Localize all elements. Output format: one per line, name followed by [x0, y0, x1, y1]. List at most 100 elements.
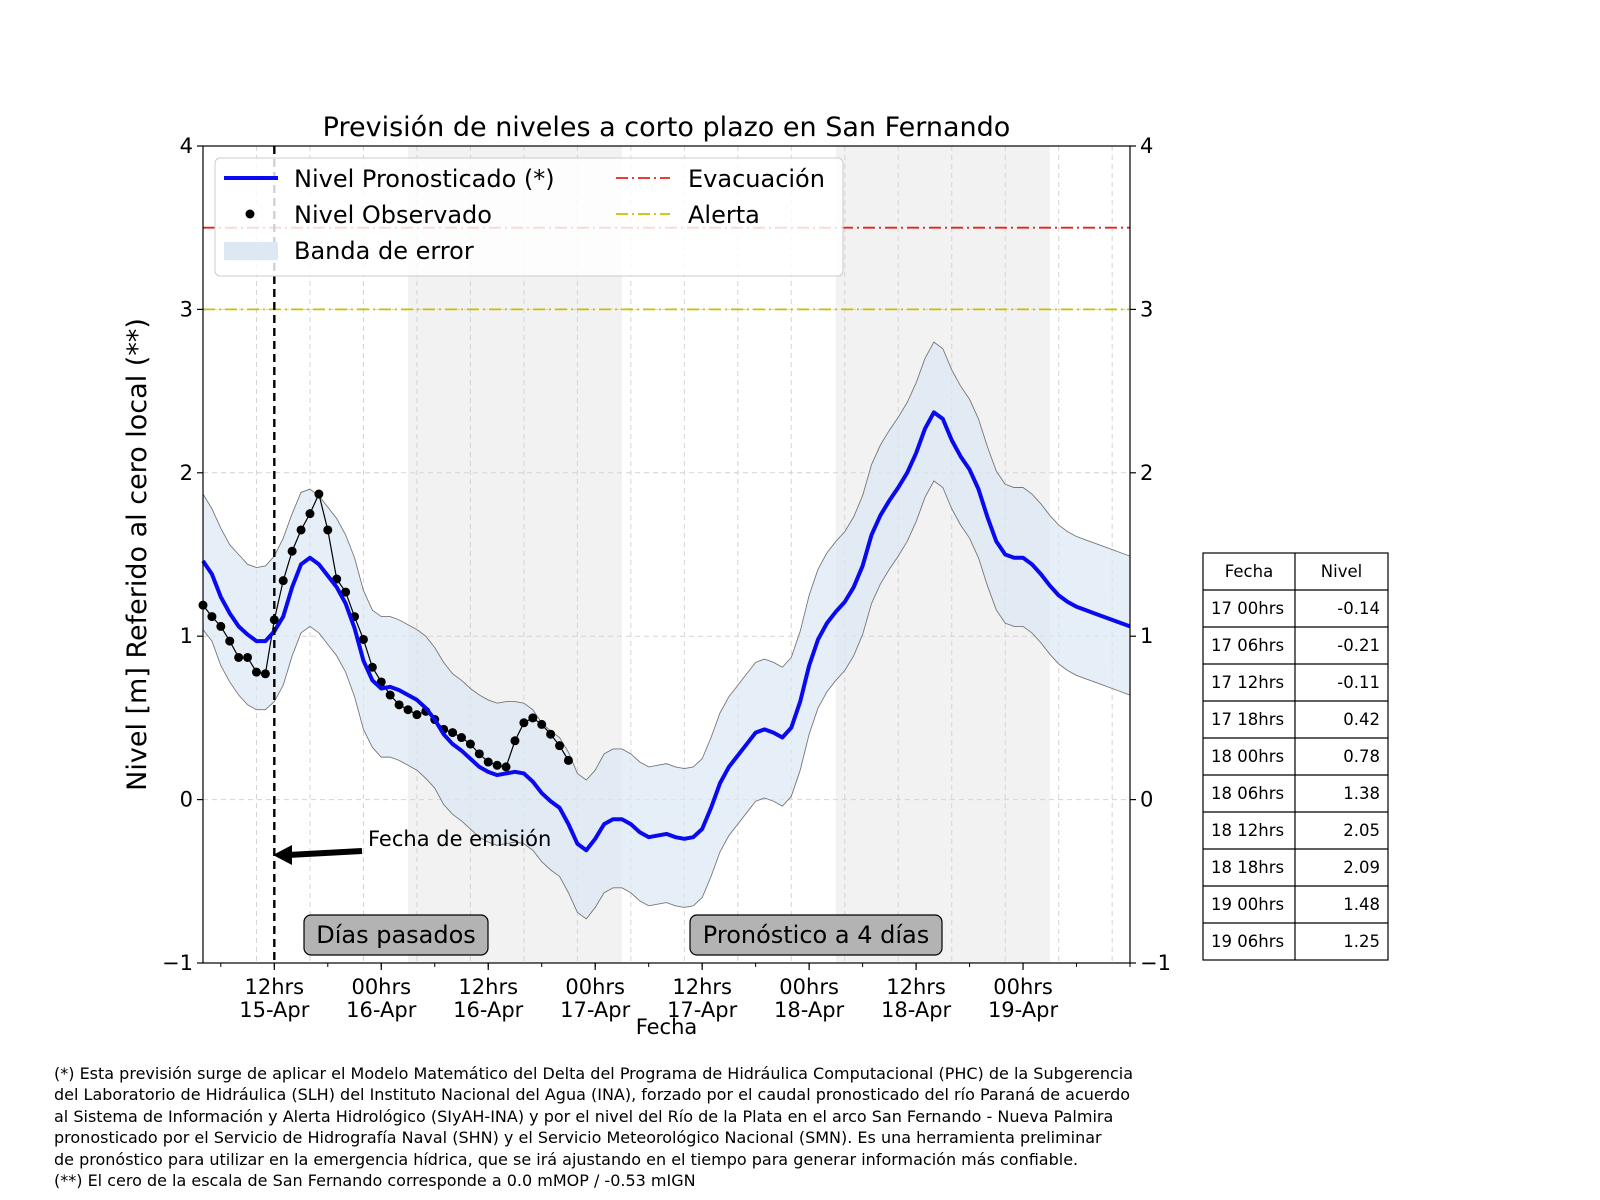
- forecast-days-label: Pronóstico a 4 días: [703, 921, 929, 949]
- chart-title: Previsión de niveles a corto plazo en Sa…: [323, 112, 1011, 143]
- observed-point: [555, 741, 565, 751]
- x-tick-label-date: 16-Apr: [346, 998, 417, 1022]
- y-tick-label: 2: [180, 461, 193, 485]
- error-band-upper: [202, 341, 1131, 781]
- y-tick-label-right: 3: [1140, 297, 1153, 321]
- table-cell-fecha: 18 06hrs: [1211, 784, 1284, 803]
- observed-point: [546, 729, 556, 739]
- observed-point: [251, 667, 261, 677]
- legend-band-label: Banda de error: [294, 237, 474, 265]
- annotations: Fecha de emisión Días pasados Pronóstico a…: [273, 827, 943, 956]
- observed-point: [465, 739, 475, 749]
- legend-box: [214, 157, 844, 277]
- footnote: (*) Esta previsión surge de aplicar el M…: [54, 1063, 1214, 1191]
- table-cell-nivel: 0.78: [1343, 747, 1380, 766]
- table-cell-nivel: 1.38: [1343, 784, 1380, 803]
- observed-point: [501, 762, 511, 772]
- table-cell-nivel: 2.05: [1343, 821, 1380, 840]
- y-tick-label: 0: [180, 788, 193, 812]
- table-cell-nivel: 0.42: [1343, 710, 1380, 729]
- y-tick-label-right: 1: [1140, 624, 1153, 648]
- observed-point: [537, 719, 547, 729]
- observed-point: [207, 612, 217, 622]
- table-cell-nivel: -0.11: [1337, 673, 1380, 692]
- x-tick-label-date: 15-Apr: [239, 998, 310, 1022]
- observed-point: [492, 760, 502, 770]
- x-tick-label-hour: 12hrs: [672, 975, 732, 999]
- footnote-line: del Laboratorio de Hidráulica (SLH) del …: [54, 1085, 1131, 1105]
- footnote-line: al Sistema de Información y Alerta Hidro…: [54, 1106, 1114, 1126]
- table-cell-fecha: 19 00hrs: [1211, 895, 1284, 914]
- footnote-line: pronosticado por el Servicio de Hidrogra…: [54, 1128, 1102, 1148]
- observed-point: [323, 525, 333, 535]
- x-axis-label: Fecha: [636, 1015, 698, 1039]
- table-cell-fecha: 18 18hrs: [1211, 858, 1284, 877]
- y-tick-label: 3: [180, 297, 193, 321]
- observed-point: [474, 749, 484, 759]
- x-tick-label-hour: 12hrs: [886, 975, 946, 999]
- observed-point: [563, 755, 573, 765]
- table-cell-nivel: -0.21: [1337, 636, 1380, 655]
- observed-point: [510, 736, 520, 746]
- observed-point: [287, 546, 297, 556]
- table-cell-fecha: 18 00hrs: [1211, 747, 1284, 766]
- footnote-line: de pronóstico para utilizar en la emerge…: [54, 1149, 1079, 1169]
- x-tick-label-date: 16-Apr: [453, 998, 524, 1022]
- emission-arrow-shaft: [287, 848, 363, 858]
- plot-frame: [202, 145, 1131, 964]
- table-cell-nivel: 1.48: [1343, 895, 1380, 914]
- x-tick-label-hour: 00hrs: [565, 975, 625, 999]
- observed-point: [278, 576, 288, 586]
- table-cell-fecha: 17 18hrs: [1211, 710, 1284, 729]
- table-cell-nivel: 1.25: [1343, 932, 1380, 951]
- observed-point: [260, 669, 270, 679]
- table-header-nivel: Nivel: [1321, 562, 1362, 581]
- table-cell-nivel: -0.14: [1337, 599, 1380, 618]
- x-tick-label-date: 17-Apr: [560, 998, 631, 1022]
- observed-point: [412, 710, 422, 720]
- observed-point: [216, 621, 226, 631]
- x-tick-label-date: 19-Apr: [988, 998, 1059, 1022]
- emission-label: Fecha de emisión: [368, 827, 551, 851]
- error-band-lower: [202, 480, 1131, 920]
- observed-point: [456, 733, 466, 743]
- legend-band-swatch: [224, 242, 278, 260]
- legend: Nivel Pronosticado (*) Nivel Observado Ban…: [214, 157, 844, 277]
- observed-point: [305, 509, 315, 519]
- observed-point: [394, 700, 404, 710]
- table-cell-fecha: 17 12hrs: [1211, 673, 1284, 692]
- forecast-table: Fecha Nivel 17 00hrs -0.14 17 06hrs -0.21 17 1…: [1202, 552, 1389, 961]
- footnote-line: (*) Esta previsión surge de aplicar el M…: [54, 1064, 1134, 1083]
- past-days-box: [303, 914, 489, 956]
- legend-evacuation-label: Evacuación: [688, 165, 825, 193]
- table-cell-fecha: 17 06hrs: [1211, 636, 1284, 655]
- series: [198, 146, 1131, 963]
- y-tick-label-right: −1: [1140, 951, 1171, 975]
- observed-point: [314, 489, 324, 499]
- x-tick-label-date: 18-Apr: [881, 998, 952, 1022]
- x-tick-label-date: 18-Apr: [774, 998, 845, 1022]
- observed-point: [403, 705, 413, 715]
- x-tick-label-hour: 00hrs: [993, 975, 1053, 999]
- footnote-line: (**) El cero de la escala de San Fernand…: [54, 1171, 696, 1191]
- x-tick-label-date: 17-Apr: [667, 998, 738, 1022]
- observed-point: [225, 636, 235, 646]
- table-cell-fecha: 17 00hrs: [1211, 599, 1284, 618]
- observed-point: [519, 718, 529, 728]
- x-tick-label-hour: 12hrs: [245, 975, 305, 999]
- y-tick-label: 1: [180, 624, 193, 648]
- table-cell-nivel: 2.09: [1343, 858, 1380, 877]
- observed-point: [367, 662, 377, 672]
- plot-border: [202, 145, 1131, 964]
- x-tick-label-hour: 00hrs: [351, 975, 411, 999]
- observed-point: [243, 652, 253, 662]
- y-tick-label: 4: [180, 134, 193, 158]
- table-cell-fecha: 18 12hrs: [1211, 821, 1284, 840]
- y-tick-label: −1: [162, 951, 193, 975]
- legend-observed-label: Nivel Observado: [294, 201, 492, 229]
- observed-point: [528, 713, 538, 723]
- observed-point: [234, 652, 244, 662]
- y-tick-label-right: 0: [1140, 788, 1153, 812]
- emission-arrow-head: [273, 845, 292, 865]
